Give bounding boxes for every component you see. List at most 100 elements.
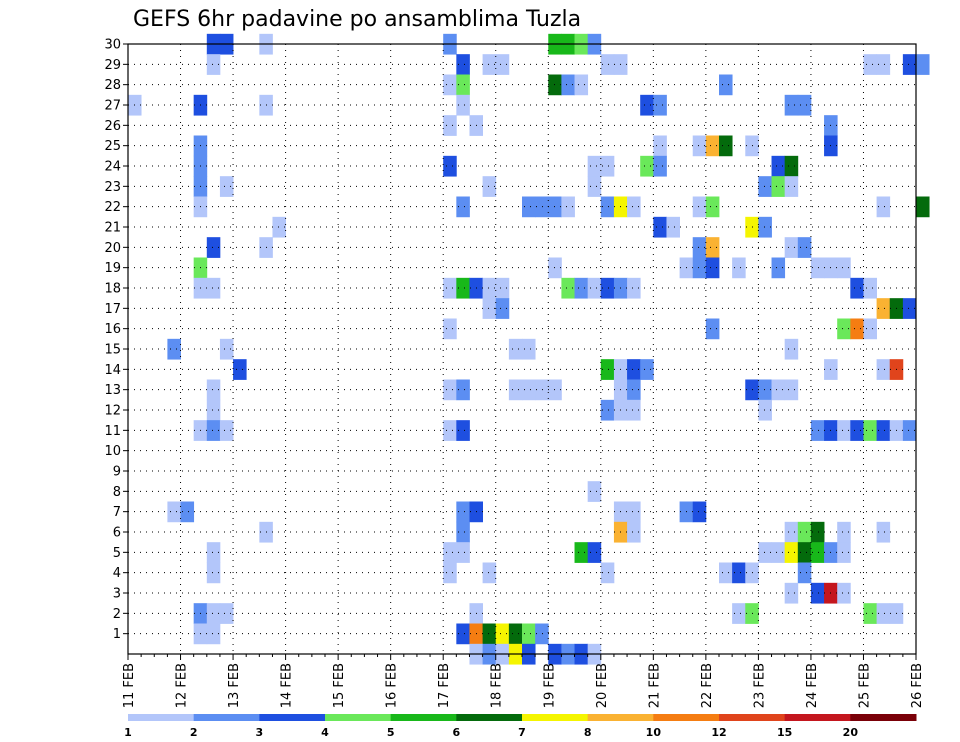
y-tick-label: 21 xyxy=(104,221,121,236)
heat-cell xyxy=(837,582,851,604)
y-tick-label: 13 xyxy=(104,383,121,398)
heat-cell xyxy=(692,257,707,279)
y-tick-label: 20 xyxy=(104,241,121,256)
heat-cell xyxy=(784,542,799,563)
heat-cell xyxy=(600,54,615,75)
heat-cell xyxy=(443,562,457,584)
colorbar-label: 7 xyxy=(518,726,526,739)
heat-cell xyxy=(548,379,562,401)
heat-cell xyxy=(443,74,457,96)
heat-cell xyxy=(784,521,799,543)
x-tick-label: 11 FEB xyxy=(122,663,137,708)
heat-cell xyxy=(495,54,510,75)
heat-cell xyxy=(810,582,825,604)
heat-cell xyxy=(692,196,707,218)
heat-cell xyxy=(850,318,864,340)
heat-cell xyxy=(640,155,654,177)
heat-cell xyxy=(206,420,221,441)
x-tick-label: 19 FEB xyxy=(542,663,557,708)
heat-cell xyxy=(482,298,497,319)
heat-cell xyxy=(443,420,457,441)
heat-cell xyxy=(902,54,917,75)
heat-cell xyxy=(837,420,851,441)
heat-cell xyxy=(522,623,536,645)
heat-cell xyxy=(206,623,221,645)
colorbar-swatch xyxy=(587,714,654,721)
heat-cell xyxy=(206,237,221,258)
x-tick-label: 20 FEB xyxy=(595,663,610,708)
heat-cell xyxy=(837,542,851,563)
heat-cell xyxy=(692,501,707,523)
heat-cell xyxy=(548,257,562,279)
y-tick-label: 27 xyxy=(104,99,121,114)
heat-cell xyxy=(902,420,917,441)
heat-cell xyxy=(443,379,457,401)
heat-cell xyxy=(600,359,615,380)
heat-cell xyxy=(482,562,497,584)
heat-cell xyxy=(443,155,457,177)
x-tick-label: 13 FEB xyxy=(227,663,242,708)
heat-cell xyxy=(508,379,523,401)
colorbar-label: 3 xyxy=(256,726,264,739)
colorbar-swatch xyxy=(128,714,195,721)
heat-cell xyxy=(771,542,786,563)
colorbar-swatch xyxy=(719,714,786,721)
heat-cell xyxy=(810,420,825,441)
y-tick-label: 28 xyxy=(104,78,121,93)
heat-cell xyxy=(784,338,799,360)
heat-cell xyxy=(653,135,667,157)
y-tick-label: 26 xyxy=(104,119,121,134)
heat-cell xyxy=(758,399,772,421)
colorbar-label: 2 xyxy=(190,726,198,739)
y-tick-label: 10 xyxy=(104,444,121,459)
heat-cell xyxy=(456,74,470,96)
heat-cell xyxy=(692,135,707,157)
heat-cell xyxy=(863,318,877,340)
heat-cell xyxy=(587,277,602,299)
heat-cell xyxy=(180,501,195,523)
heat-cell xyxy=(206,379,221,401)
y-tick-label: 24 xyxy=(104,160,121,175)
heat-cell xyxy=(456,196,470,218)
colorbar-label: 4 xyxy=(321,726,329,739)
heat-cell xyxy=(482,54,497,75)
heat-cell xyxy=(797,237,812,258)
heat-cell xyxy=(837,257,851,279)
x-tick-label: 15 FEB xyxy=(332,663,347,708)
heat-cell xyxy=(561,74,575,96)
y-tick-label: 17 xyxy=(104,302,121,317)
heat-cell xyxy=(784,237,799,258)
heat-cell xyxy=(587,481,602,502)
heat-cell xyxy=(443,318,457,340)
heat-cell xyxy=(732,603,746,624)
heat-cell xyxy=(206,54,221,75)
heat-cell xyxy=(522,338,536,360)
x-tick-label: 26 FEB xyxy=(910,663,925,708)
heat-cell xyxy=(495,623,510,645)
heat-cell xyxy=(456,542,470,563)
y-tick-label: 29 xyxy=(104,58,121,73)
heat-cell xyxy=(653,155,667,177)
heat-cell xyxy=(837,318,851,340)
colorbar-swatch xyxy=(259,714,326,721)
heat-cell xyxy=(206,542,221,563)
y-tick-label: 1 xyxy=(113,627,121,642)
heat-cell xyxy=(666,216,680,238)
heat-cell xyxy=(705,196,720,218)
heat-cell xyxy=(443,115,457,136)
heat-cell xyxy=(797,562,812,584)
heat-cell xyxy=(876,54,891,75)
heat-cell xyxy=(456,94,470,116)
x-axis: 11 FEB 12 FEB 13 FEB 14 FEB 15 FEB 16 FEB 17 F… xyxy=(122,654,925,708)
heat-cell xyxy=(627,399,641,421)
y-tick-label: 9 xyxy=(113,465,121,480)
heat-cell xyxy=(600,399,615,421)
heat-cell xyxy=(482,176,497,197)
y-tick-label: 2 xyxy=(113,607,121,622)
heat-cell xyxy=(508,338,523,360)
heat-cell xyxy=(640,359,654,380)
heat-cell xyxy=(771,379,786,401)
heat-cell xyxy=(600,562,615,584)
heat-cell xyxy=(719,135,733,157)
heat-cell xyxy=(587,542,602,563)
